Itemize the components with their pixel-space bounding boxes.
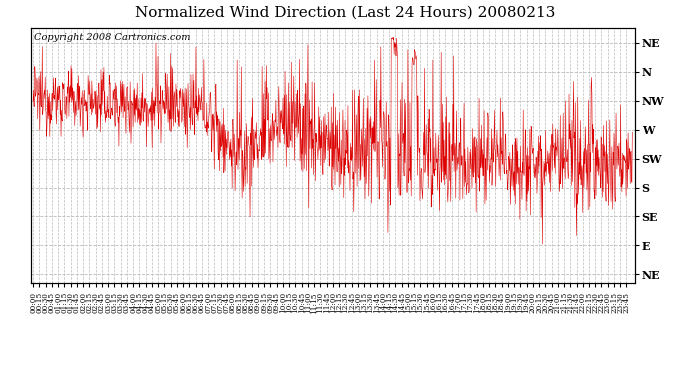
Text: Copyright 2008 Cartronics.com: Copyright 2008 Cartronics.com (34, 33, 190, 42)
Text: Normalized Wind Direction (Last 24 Hours) 20080213: Normalized Wind Direction (Last 24 Hours… (135, 6, 555, 20)
